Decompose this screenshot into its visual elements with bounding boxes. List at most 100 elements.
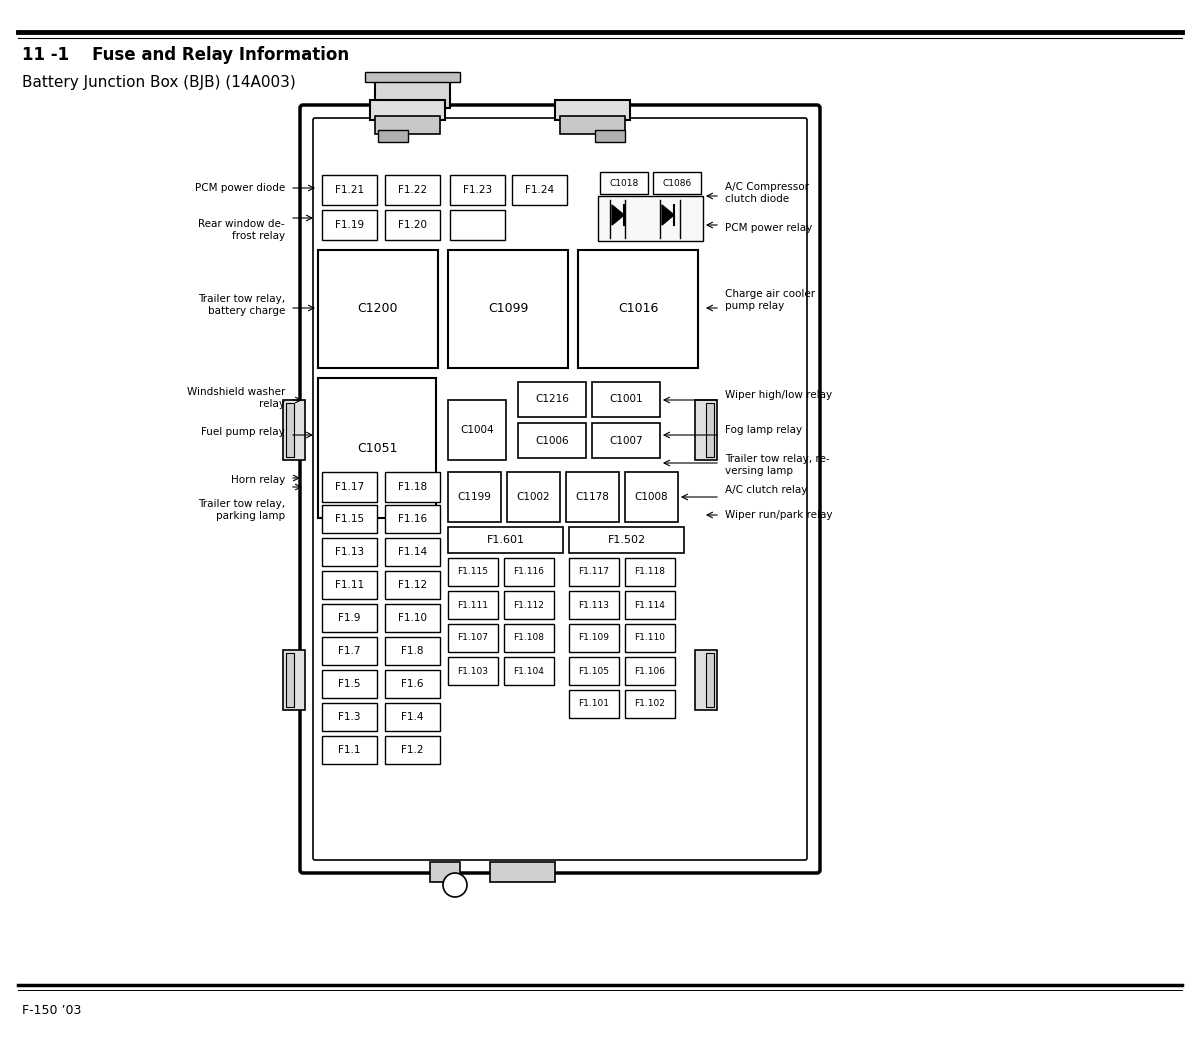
Text: F1.21: F1.21: [335, 185, 364, 195]
Bar: [318, 378, 436, 518]
Text: F1.4: F1.4: [401, 712, 424, 722]
Text: C1199: C1199: [457, 492, 492, 502]
Bar: [448, 591, 498, 620]
Text: F1.12: F1.12: [398, 580, 427, 590]
Text: F1.108: F1.108: [514, 633, 545, 643]
Bar: [518, 423, 586, 458]
Text: Battery Junction Box (BJB) (14A003): Battery Junction Box (BJB) (14A003): [22, 75, 295, 89]
Bar: [653, 172, 701, 194]
Text: PCM power diode: PCM power diode: [194, 183, 286, 193]
Bar: [283, 400, 305, 460]
Text: F-150 ’03: F-150 ’03: [22, 1004, 82, 1016]
Text: F1.18: F1.18: [398, 482, 427, 492]
Bar: [625, 690, 674, 718]
Text: Rear window de-
frost relay: Rear window de- frost relay: [198, 219, 286, 240]
FancyBboxPatch shape: [300, 105, 820, 873]
Bar: [430, 862, 460, 882]
Text: C1007: C1007: [610, 436, 643, 445]
Text: Wiper high/low relay: Wiper high/low relay: [725, 390, 832, 400]
Text: F1.601: F1.601: [486, 536, 524, 545]
Text: F1.117: F1.117: [578, 567, 610, 576]
Text: F1.1: F1.1: [338, 746, 361, 755]
Bar: [706, 403, 714, 457]
Text: 11 -1    Fuse and Relay Information: 11 -1 Fuse and Relay Information: [22, 46, 349, 64]
Bar: [322, 571, 377, 598]
Bar: [569, 690, 619, 718]
Bar: [448, 657, 498, 685]
Bar: [625, 558, 674, 586]
Text: F1.115: F1.115: [457, 567, 488, 576]
Text: F1.112: F1.112: [514, 601, 545, 609]
Text: F1.114: F1.114: [635, 601, 666, 609]
Bar: [385, 704, 440, 731]
Text: C1099: C1099: [488, 302, 528, 315]
Bar: [374, 80, 450, 108]
Text: F1.24: F1.24: [524, 185, 554, 195]
Bar: [625, 624, 674, 652]
Bar: [385, 175, 440, 205]
Bar: [385, 571, 440, 598]
Text: Horn relay: Horn relay: [230, 475, 286, 485]
Bar: [286, 403, 294, 457]
Text: C1016: C1016: [618, 302, 658, 315]
Bar: [385, 210, 440, 240]
Text: F1.2: F1.2: [401, 746, 424, 755]
Text: Trailer tow relay,
parking lamp: Trailer tow relay, parking lamp: [198, 499, 286, 521]
Text: PCM power relay: PCM power relay: [725, 223, 812, 233]
Bar: [374, 116, 440, 134]
Bar: [370, 100, 445, 120]
Bar: [566, 472, 619, 522]
Text: F1.23: F1.23: [463, 185, 492, 195]
Bar: [518, 382, 586, 417]
Bar: [448, 472, 502, 522]
Text: F1.17: F1.17: [335, 482, 364, 492]
Bar: [625, 591, 674, 620]
Text: C1001: C1001: [610, 395, 643, 404]
Bar: [560, 116, 625, 134]
Bar: [365, 72, 460, 82]
Text: Fuel pump relay: Fuel pump relay: [202, 427, 286, 437]
Bar: [554, 100, 630, 120]
Text: C1178: C1178: [576, 492, 610, 502]
Text: C1200: C1200: [358, 302, 398, 315]
Bar: [322, 604, 377, 632]
Bar: [569, 624, 619, 652]
Text: Wiper run/park relay: Wiper run/park relay: [725, 510, 833, 520]
Bar: [318, 250, 438, 368]
Text: F1.5: F1.5: [338, 679, 361, 689]
Text: F1.103: F1.103: [457, 667, 488, 675]
Text: F1.13: F1.13: [335, 547, 364, 557]
Text: F1.11: F1.11: [335, 580, 364, 590]
Bar: [448, 250, 568, 368]
Bar: [695, 400, 718, 460]
Text: F1.102: F1.102: [635, 699, 666, 709]
Bar: [600, 172, 648, 194]
Bar: [569, 591, 619, 620]
Text: Windshield washer
relay: Windshield washer relay: [187, 387, 286, 408]
Bar: [448, 624, 498, 652]
Text: F1.109: F1.109: [578, 633, 610, 643]
Polygon shape: [612, 205, 624, 225]
Bar: [706, 653, 714, 707]
Bar: [450, 175, 505, 205]
Bar: [385, 604, 440, 632]
Text: C1018: C1018: [610, 178, 638, 188]
Text: Fog lamp relay: Fog lamp relay: [725, 425, 802, 435]
Text: F1.16: F1.16: [398, 514, 427, 524]
Bar: [490, 862, 554, 882]
Text: F1.20: F1.20: [398, 220, 427, 230]
Bar: [322, 505, 377, 533]
Bar: [322, 736, 377, 764]
Bar: [322, 637, 377, 665]
Text: C1002: C1002: [517, 492, 551, 502]
Bar: [592, 423, 660, 458]
Text: F1.106: F1.106: [635, 667, 666, 675]
Bar: [322, 175, 377, 205]
Bar: [283, 650, 305, 710]
Text: C1008: C1008: [635, 492, 668, 502]
Text: F1.111: F1.111: [457, 601, 488, 609]
Bar: [385, 736, 440, 764]
Bar: [322, 670, 377, 698]
Text: Trailer tow relay, re-
versing lamp: Trailer tow relay, re- versing lamp: [725, 455, 829, 476]
Text: F1.19: F1.19: [335, 220, 364, 230]
